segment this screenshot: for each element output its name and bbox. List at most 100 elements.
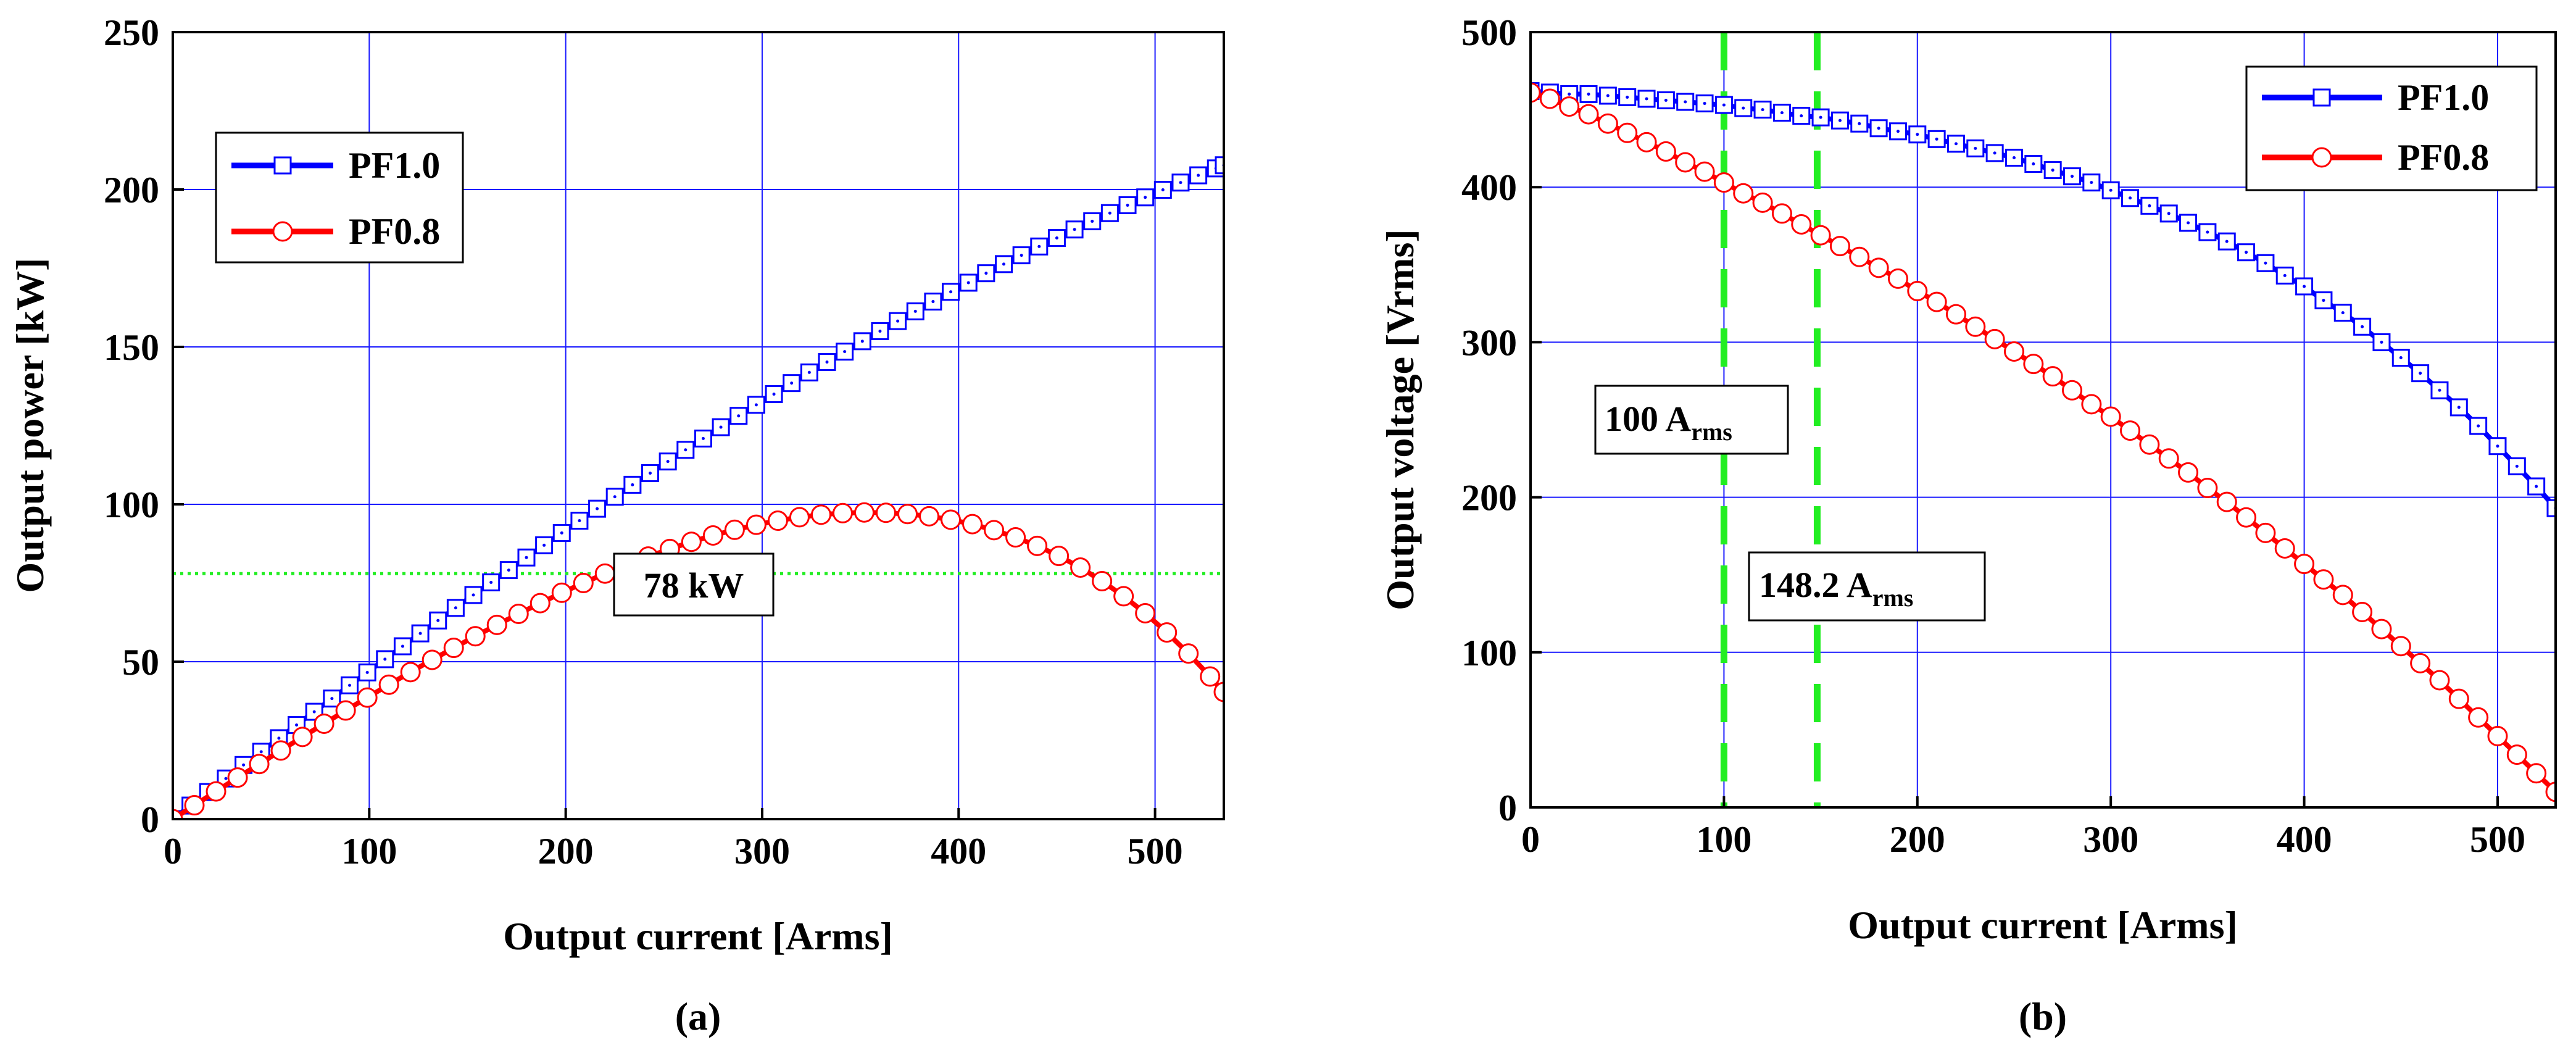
data-point-pf08 xyxy=(1849,246,1870,267)
data-point-pf08 xyxy=(465,626,486,647)
data-point-pf08 xyxy=(357,687,378,708)
data-point-pf08 xyxy=(1597,113,1618,134)
data-point-dot-pf10 xyxy=(242,763,246,767)
data-point-dot-pf10 xyxy=(1126,204,1129,207)
data-point-dot-pf10 xyxy=(365,670,369,674)
data-point-pf08 xyxy=(422,649,442,670)
data-point-pf10 xyxy=(1850,114,1869,133)
data-point-dot-pf10 xyxy=(489,580,493,584)
data-point-pf08 xyxy=(2448,688,2469,709)
data-point-pf08 xyxy=(1675,152,1696,173)
data-point-dot-pf10 xyxy=(1703,102,1706,106)
data-point-dot-pf10 xyxy=(2477,424,2480,428)
data-point-pf08 xyxy=(508,603,529,624)
data-point-pf08 xyxy=(875,502,896,523)
data-point-pf08 xyxy=(702,525,723,546)
data-point-pf08 xyxy=(2487,725,2508,746)
y-tick-label: 250 xyxy=(104,12,159,53)
data-point-dot-pf10 xyxy=(2496,444,2499,448)
data-point-pf10 xyxy=(2314,291,2333,310)
panel-label: (a) xyxy=(675,994,721,1038)
x-tick-label: 400 xyxy=(2277,819,2332,860)
data-point-dot-pf10 xyxy=(2419,372,2422,375)
data-point-pf10 xyxy=(729,407,748,425)
data-point-pf08 xyxy=(1135,602,1156,623)
data-point-pf10 xyxy=(2159,204,2178,223)
plot-frame xyxy=(172,31,1225,820)
data-point-dot-pf10 xyxy=(330,697,334,701)
data-point-dot-pf10 xyxy=(542,543,546,547)
data-point-dot-pf10 xyxy=(649,472,652,475)
data-point-pf08 xyxy=(2332,585,2353,606)
y-tick-label: 150 xyxy=(104,327,159,368)
data-point-dot-pf10 xyxy=(860,339,864,343)
data-point-dot-pf10 xyxy=(1896,130,1900,133)
data-point-dot-pf10 xyxy=(525,556,528,559)
data-point-pf08 xyxy=(1984,328,2005,349)
data-point-dot-pf10 xyxy=(454,606,457,610)
data-point-pf08 xyxy=(2003,341,2024,362)
data-point-dot-pf10 xyxy=(666,460,670,464)
legend-entry-pf08: PF0.8 xyxy=(231,211,440,252)
data-point-pf10 xyxy=(818,352,836,371)
data-point-pf08 xyxy=(1027,535,1048,556)
data-point-dot-pf10 xyxy=(2399,356,2403,360)
data-point-dot-pf10 xyxy=(2225,240,2229,243)
data-point-dot-pf10 xyxy=(1993,151,1996,155)
data-point-pf08 xyxy=(270,740,291,761)
annotation-100arms: 100 Arms xyxy=(1594,385,1789,455)
data-point-pf08 xyxy=(2545,781,2556,802)
data-point-pf08 xyxy=(443,638,464,659)
data-point-pf10 xyxy=(1083,212,1102,231)
data-point-dot-pf10 xyxy=(259,750,263,754)
legend-label-pf10: PF1.0 xyxy=(349,145,440,186)
data-point-pf08 xyxy=(832,502,853,523)
data-point-dot-pf10 xyxy=(2535,485,2538,488)
data-point-dot-pf10 xyxy=(878,330,882,333)
data-point-pf08 xyxy=(767,510,788,531)
annotation-text: 100 Arms xyxy=(1605,399,1732,446)
annotation-text: 148.2 Arms xyxy=(1759,565,1913,612)
data-point-pf08 xyxy=(746,514,767,535)
data-point-pf10 xyxy=(1215,156,1224,175)
data-point-dot-pf10 xyxy=(931,300,935,304)
x-tick-label: 300 xyxy=(2083,819,2138,860)
data-point-dot-pf10 xyxy=(2515,464,2519,468)
data-point-pf08 xyxy=(1829,236,1850,257)
data-point-pf08 xyxy=(1907,281,1928,302)
data-point-dot-pf10 xyxy=(613,495,617,499)
data-point-pf08 xyxy=(1694,161,1715,182)
data-point-dot-pf10 xyxy=(418,631,422,635)
data-point-dot-pf10 xyxy=(2167,212,2171,215)
panel-b: 0 100 200 300 400 500 0 100 200 300 400 500 Output … xyxy=(1378,12,2557,1038)
annotation-148arms: 148.2 Arms xyxy=(1748,551,1986,622)
data-point-dot-pf10 xyxy=(1935,137,1938,141)
data-point-dot-pf10 xyxy=(2071,175,2074,178)
data-point-pf10 xyxy=(1753,101,1772,119)
data-point-pf10 xyxy=(1171,173,1190,192)
data-point-pf08 xyxy=(573,573,594,593)
data-point-dot-pf10 xyxy=(295,723,299,727)
data-point-pf08 xyxy=(249,754,270,775)
data-point-pf08 xyxy=(2526,763,2547,784)
data-point-dot-pf10 xyxy=(1664,99,1668,102)
data-point-dot-pf10 xyxy=(1108,211,1111,215)
data-point-pf08 xyxy=(1752,192,1773,213)
data-point-pf08 xyxy=(1539,88,1560,109)
data-point-pf10 xyxy=(570,512,589,530)
x-tick-label: 500 xyxy=(2470,819,2525,860)
data-point-dot-pf10 xyxy=(843,350,847,354)
data-point-pf10 xyxy=(2256,254,2275,272)
data-point-pf08 xyxy=(2352,601,2373,622)
data-point-pf08 xyxy=(2120,420,2141,441)
data-point-dot-pf10 xyxy=(2283,273,2287,277)
data-point-pf08 xyxy=(2294,554,2315,575)
data-point-pf08 xyxy=(2042,366,2063,387)
data-point-pf10 xyxy=(1714,96,1733,114)
data-point-dot-pf10 xyxy=(2109,188,2113,192)
data-point-dot-pf10 xyxy=(401,644,404,648)
data-point-dot-pf10 xyxy=(560,531,563,535)
data-point-dot-pf10 xyxy=(383,657,387,661)
data-point-dot-pf10 xyxy=(1073,228,1076,231)
